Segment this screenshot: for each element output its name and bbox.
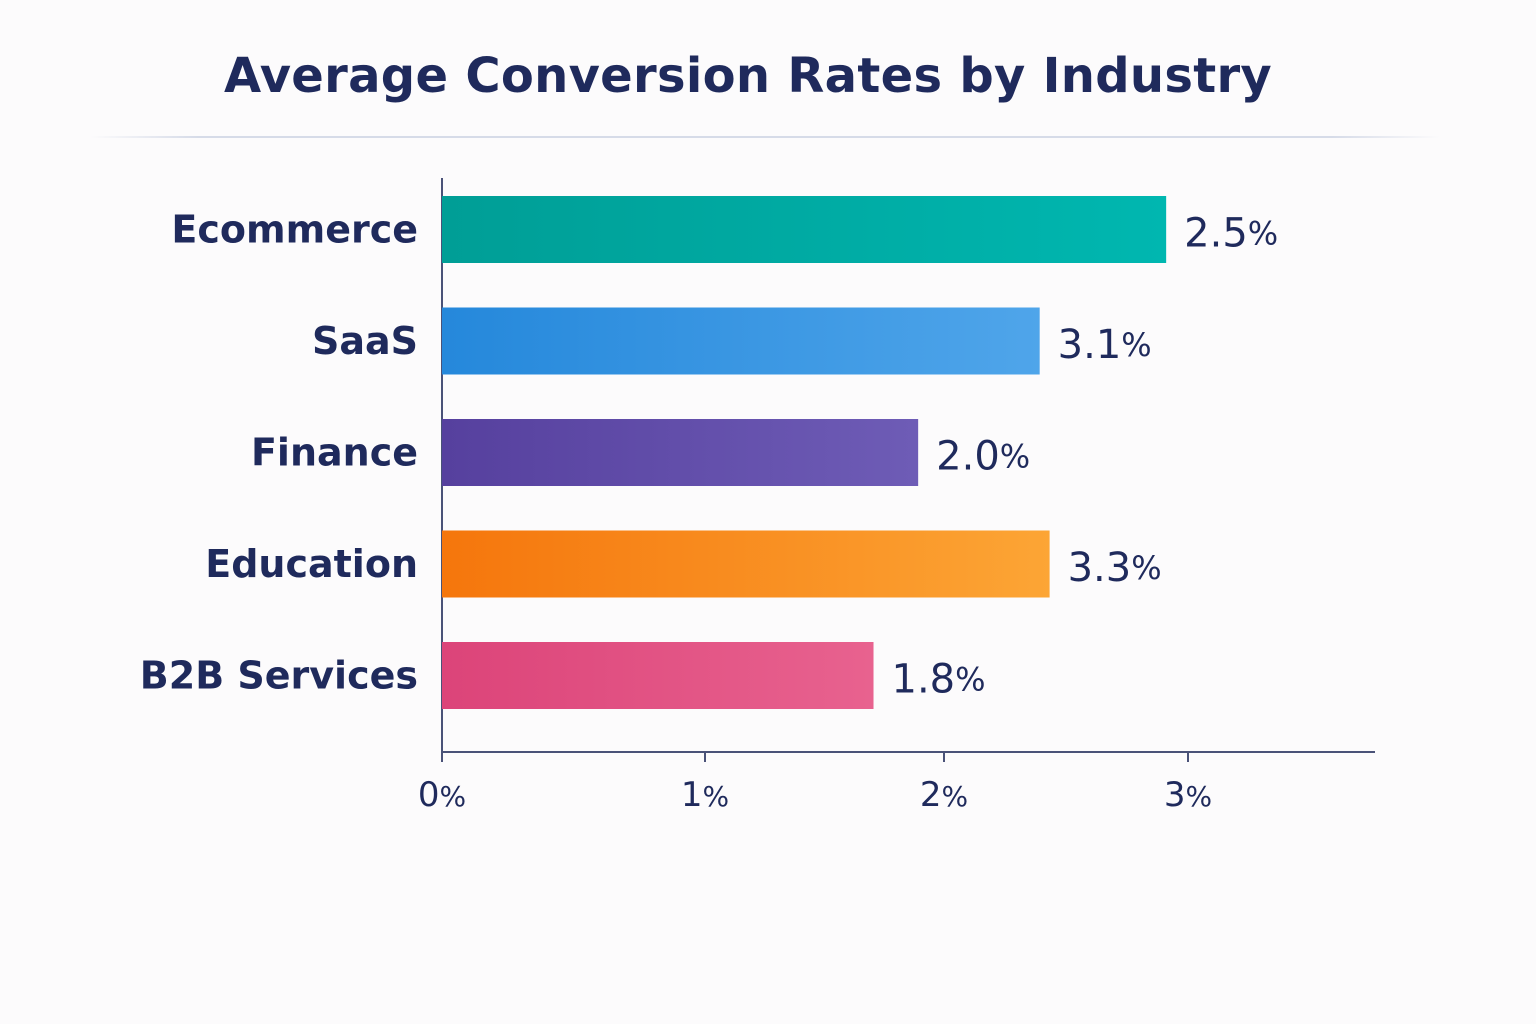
bar-saas [442,307,1040,375]
value-label: 2.0% [936,434,1030,480]
chart-title: Average Conversion Rates by Industry [223,48,1273,104]
value-label: 3.3% [1068,545,1162,591]
bar-finance [442,419,919,486]
category-label: Finance [251,431,418,475]
bar-ecommerce [442,196,1167,263]
category-label: B2B Services [140,654,418,698]
x-tick-label: 0% [418,775,466,815]
value-label: 3.1% [1058,322,1152,368]
x-tick-label: 3% [1164,775,1212,815]
bar-b2b-services [442,642,874,709]
x-tick-label: 1% [681,775,729,815]
category-label: Ecommerce [171,208,418,252]
x-tick-label: 2% [920,775,968,815]
category-label: SaaS [312,319,418,363]
title-divider [90,136,1440,138]
value-label: 2.5% [1184,211,1278,257]
value-label: 1.8% [892,657,986,703]
category-label: Education [205,542,418,586]
bar-education [442,530,1050,598]
